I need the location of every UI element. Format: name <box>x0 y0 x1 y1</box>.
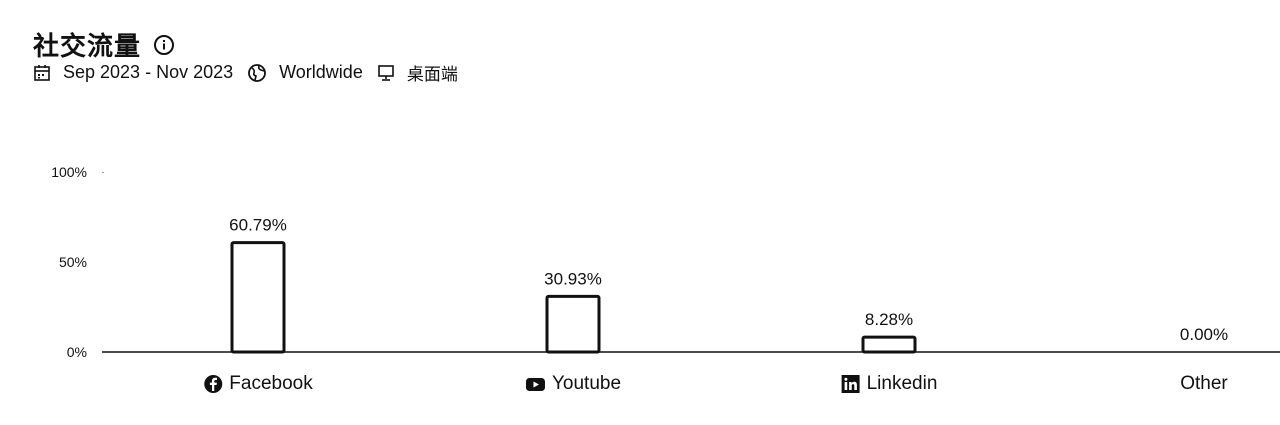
page-title: 社交流量 <box>33 32 142 62</box>
date-range-filter[interactable]: Sep 2023 - Nov 2023 <box>33 62 233 83</box>
region-text: Worldwide <box>279 62 363 82</box>
desktop-icon <box>378 64 394 81</box>
bar <box>861 335 917 354</box>
globe-icon <box>248 63 267 82</box>
region-filter[interactable]: Worldwide <box>247 62 363 83</box>
date-range-text: Sep 2023 - Nov 2023 <box>63 62 234 82</box>
info-icon[interactable] <box>153 34 175 56</box>
data-label: 30.93% <box>544 269 602 288</box>
bar <box>230 241 286 354</box>
bar <box>545 294 601 354</box>
x-category-text: Facebook <box>229 373 313 394</box>
y-tick-label: 0% <box>67 344 87 360</box>
y-tick-label: 50% <box>59 254 87 270</box>
data-label: 8.28% <box>865 310 913 329</box>
filter-row: Sep 2023 - Nov 2023 Worldwide 桌面端 <box>33 60 472 85</box>
y-tick-mark <box>102 172 104 173</box>
title-row: 社交流量 <box>33 26 175 63</box>
device-filter[interactable]: 桌面端 <box>377 60 458 85</box>
x-category-text: Other <box>1180 373 1228 394</box>
data-label: 0.00% <box>1180 325 1228 344</box>
y-tick-label: 100% <box>51 164 87 180</box>
youtube-icon <box>525 378 545 391</box>
x-category-label: Facebook <box>203 373 313 395</box>
x-category-label: Other <box>1180 373 1228 395</box>
x-category-text: Linkedin <box>866 373 938 394</box>
x-category-text: Youtube <box>551 373 622 394</box>
device-text: 桌面端 <box>406 65 458 85</box>
facebook-icon <box>204 375 223 393</box>
calendar-icon <box>34 64 50 81</box>
x-category-label: Linkedin <box>841 373 938 395</box>
linkedin-icon <box>841 375 860 393</box>
x-category-label: Youtube <box>525 373 621 395</box>
data-label: 60.79% <box>229 216 287 235</box>
